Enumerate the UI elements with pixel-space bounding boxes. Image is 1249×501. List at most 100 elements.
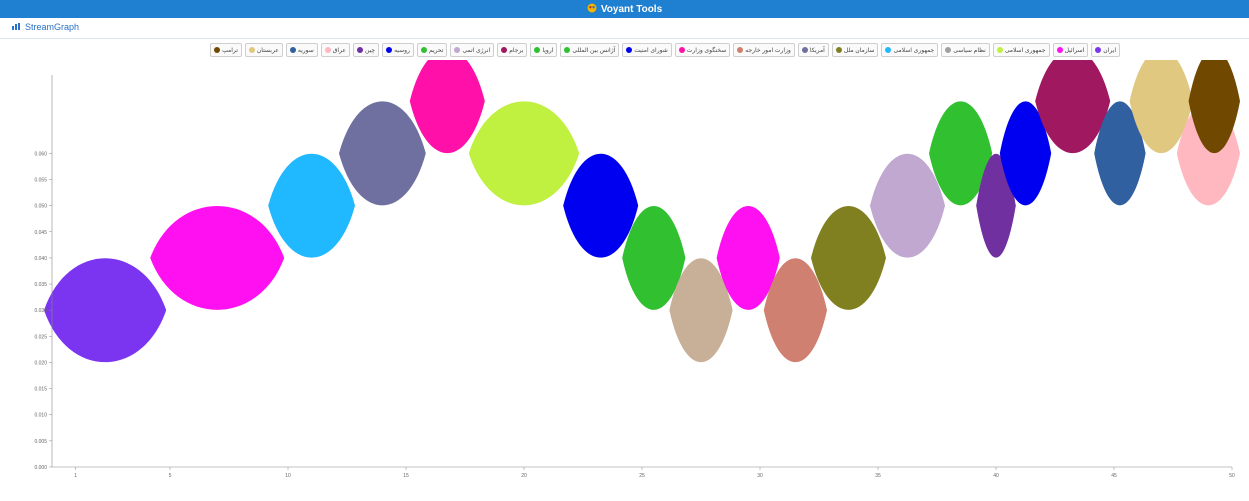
- legend-item[interactable]: نظام سیاسی: [941, 43, 990, 57]
- legend-label: تحریم: [428, 47, 444, 54]
- x-tick-label: 15: [403, 473, 409, 479]
- legend-swatch: [996, 47, 1003, 53]
- legend-label: اروپا: [542, 47, 554, 54]
- legend-item[interactable]: آژانس بین المللی: [560, 43, 620, 57]
- stream-band[interactable]: [1035, 60, 1111, 154]
- y-tick-label: 0.000: [34, 465, 47, 471]
- legend-item[interactable]: ترامپ: [210, 43, 242, 57]
- legend-label: چین: [365, 47, 376, 54]
- legend-item[interactable]: سخنگوی وزارت: [674, 43, 731, 57]
- legend-swatch: [1095, 47, 1102, 53]
- legend-swatch: [454, 47, 461, 53]
- y-tick-label: 0.035: [34, 282, 47, 288]
- app-title: Voyant Tools: [600, 3, 663, 15]
- stream-band[interactable]: [563, 153, 639, 258]
- legend-swatch: [737, 47, 744, 53]
- stream-band[interactable]: [976, 153, 1016, 258]
- legend-label: جمهوری اسلامی: [893, 47, 935, 54]
- stream-band[interactable]: [669, 258, 733, 363]
- legend-label: روسیه: [394, 47, 410, 54]
- legend-swatch: [357, 47, 363, 53]
- y-tick-label: 0.040: [34, 256, 47, 262]
- legend-label: برجام: [509, 47, 524, 54]
- legend-item[interactable]: اسرائیل: [1052, 43, 1089, 57]
- legend-swatch: [835, 47, 842, 53]
- x-tick-label: 1: [74, 473, 77, 479]
- stream-band[interactable]: [999, 101, 1052, 206]
- legend-item[interactable]: ایران: [1091, 43, 1120, 57]
- chart-icon: [12, 22, 21, 32]
- legend-item[interactable]: آمریکا: [797, 43, 829, 57]
- stream-band[interactable]: [1188, 60, 1240, 153]
- legend-item[interactable]: سوریه: [285, 43, 318, 57]
- legend-label: عربستان: [256, 47, 279, 54]
- y-tick-label: 0.045: [34, 230, 47, 236]
- tool-title-label: StreamGraph: [25, 22, 80, 32]
- legend-label: ترامپ: [222, 47, 238, 54]
- legend-item[interactable]: انرژی اتمی: [450, 43, 495, 57]
- stream-band[interactable]: [150, 205, 285, 310]
- stream-band[interactable]: [870, 153, 945, 258]
- stream-band[interactable]: [622, 205, 686, 310]
- y-tick-label: 0.015: [34, 387, 47, 393]
- legend-swatch: [801, 47, 808, 53]
- stream-band[interactable]: [716, 205, 780, 310]
- y-tick-label: 0.050: [34, 204, 47, 210]
- y-tick-label: 0.055: [34, 178, 47, 184]
- legend-swatch: [386, 47, 393, 53]
- legend-swatch: [626, 47, 633, 53]
- x-tick-label: 50: [1229, 473, 1235, 479]
- legend-swatch: [420, 47, 427, 53]
- tool-title[interactable]: StreamGraph: [12, 22, 79, 32]
- y-tick-label: 0.060: [34, 151, 47, 157]
- legend-label: شورای امنیت: [634, 47, 668, 54]
- legend-swatch: [1056, 47, 1063, 53]
- legend-item[interactable]: سازمان ملل: [831, 43, 879, 57]
- legend-item[interactable]: روسیه: [382, 43, 414, 57]
- legend-label: سخنگوی وزارت: [686, 47, 727, 54]
- x-tick-label: 20: [521, 473, 527, 479]
- legend-item[interactable]: عراق: [320, 43, 350, 57]
- legend-item[interactable]: شورای امنیت: [622, 43, 672, 57]
- legend-swatch: [501, 47, 508, 53]
- stream-band[interactable]: [929, 101, 993, 206]
- legend-swatch: [945, 47, 952, 53]
- legend-label: سوریه: [297, 47, 314, 54]
- streamgraph-chart: 0.000 0.005 0.010 0.015 0.020 0.025 0.030 0.035…: [34, 60, 1240, 479]
- legend-item[interactable]: جمهوری اسلامی: [881, 43, 939, 57]
- x-tick-label: 35: [875, 473, 881, 479]
- legend-label: سازمان ملل: [843, 47, 875, 54]
- stream-band[interactable]: [339, 101, 426, 206]
- stream-band[interactable]: [763, 258, 827, 363]
- stream-band[interactable]: [268, 153, 355, 258]
- legend-label: جمهوری اسلامی: [1004, 47, 1046, 54]
- stream-band[interactable]: [1129, 60, 1193, 154]
- legend-label: آژانس بین المللی: [572, 47, 616, 54]
- legend-item[interactable]: چین: [353, 43, 380, 57]
- stream-band[interactable]: [468, 101, 580, 206]
- stream-band[interactable]: [1094, 101, 1146, 206]
- legend-swatch: [678, 47, 685, 53]
- stream-band[interactable]: [44, 258, 167, 363]
- y-tick-label: 0.010: [34, 413, 47, 419]
- legend-label: انرژی اتمی: [462, 47, 491, 54]
- legend-swatch: [534, 47, 541, 53]
- legend-item[interactable]: اروپا: [530, 43, 558, 57]
- x-tick-label: 30: [757, 473, 763, 479]
- legend-label: اسرائیل: [1064, 47, 1085, 54]
- x-tick-label: 10: [285, 473, 291, 479]
- y-tick-label: 0.025: [34, 334, 47, 340]
- chart-legend: ایران اسرائیل جمهوری اسلامی نظام سیاسی جمهور…: [150, 43, 1120, 57]
- legend-label: عراق: [332, 47, 346, 54]
- tool-header: StreamGraph: [0, 18, 1249, 39]
- legend-item[interactable]: عربستان: [244, 43, 283, 57]
- legend-item[interactable]: جمهوری اسلامی: [992, 43, 1050, 57]
- legend-swatch: [885, 47, 892, 53]
- legend-item[interactable]: برجام: [497, 43, 528, 57]
- stream-band[interactable]: [811, 205, 886, 310]
- legend-item[interactable]: تحریم: [416, 43, 448, 57]
- legend-label: آمریکا: [809, 47, 825, 54]
- stream-band[interactable]: [409, 60, 485, 154]
- legend-item[interactable]: وزارت امور خارجه: [733, 43, 795, 57]
- y-tick-label: 0.030: [34, 308, 47, 314]
